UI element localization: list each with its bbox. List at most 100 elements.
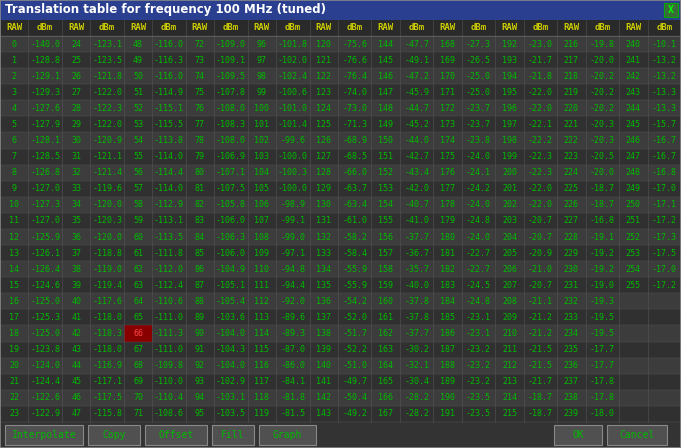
- Text: 204: 204: [502, 233, 517, 241]
- Text: 70: 70: [133, 393, 143, 402]
- Bar: [0, 52, 681, 68]
- Text: 69: 69: [133, 377, 143, 386]
- Text: OK: OK: [572, 430, 584, 440]
- Text: 26: 26: [71, 72, 81, 81]
- Text: 198: 198: [502, 136, 517, 145]
- Text: -116.9: -116.9: [92, 361, 122, 370]
- Text: -105.4: -105.4: [216, 297, 246, 306]
- Text: 54: 54: [133, 136, 143, 145]
- Text: -111.3: -111.3: [154, 329, 184, 338]
- Text: 207: 207: [502, 281, 517, 290]
- Bar: [0, 406, 681, 422]
- Text: 115: 115: [254, 345, 270, 354]
- Text: -103.1: -103.1: [216, 393, 246, 402]
- Text: -24.0: -24.0: [466, 152, 491, 161]
- Text: 241: 241: [626, 56, 641, 65]
- Text: 226: 226: [564, 200, 579, 209]
- Text: -25.0: -25.0: [466, 72, 491, 81]
- Text: -119.6: -119.6: [92, 184, 122, 193]
- Text: -108.6: -108.6: [154, 409, 184, 418]
- Text: -115.8: -115.8: [92, 409, 122, 418]
- Text: dBm: dBm: [285, 23, 301, 33]
- Text: 89: 89: [195, 313, 205, 322]
- Text: -103.6: -103.6: [216, 313, 246, 322]
- Text: -110.6: -110.6: [154, 297, 184, 306]
- Text: 9: 9: [12, 184, 17, 193]
- Text: -124.0: -124.0: [30, 361, 60, 370]
- Text: -24.8: -24.8: [466, 297, 491, 306]
- Text: -117.1: -117.1: [92, 377, 122, 386]
- Text: -101.0: -101.0: [278, 104, 308, 113]
- Text: 35: 35: [71, 216, 81, 225]
- Text: 72: 72: [195, 39, 205, 48]
- Text: -106.0: -106.0: [216, 216, 246, 225]
- Text: -105.1: -105.1: [216, 281, 246, 290]
- Text: -10.1: -10.1: [652, 39, 677, 48]
- Text: -49.7: -49.7: [343, 377, 367, 386]
- Text: -19.5: -19.5: [590, 313, 615, 322]
- Text: -71.3: -71.3: [343, 120, 367, 129]
- Text: -106.0: -106.0: [216, 249, 246, 258]
- Text: 50: 50: [133, 72, 143, 81]
- Text: 60: 60: [133, 233, 143, 241]
- Text: -106.3: -106.3: [216, 233, 246, 241]
- Text: -49.1: -49.1: [404, 56, 429, 65]
- Text: -36.7: -36.7: [404, 249, 429, 258]
- Text: -24.0: -24.0: [466, 233, 491, 241]
- Text: 243: 243: [626, 88, 641, 97]
- Text: -30.2: -30.2: [404, 345, 429, 354]
- Text: 150: 150: [378, 136, 393, 145]
- Text: 191: 191: [440, 409, 455, 418]
- Text: -17.7: -17.7: [590, 345, 615, 354]
- Text: 59: 59: [133, 216, 143, 225]
- Text: -37.8: -37.8: [404, 297, 429, 306]
- Bar: [0, 68, 681, 84]
- Text: 47: 47: [71, 409, 81, 418]
- Text: -107.5: -107.5: [216, 184, 246, 193]
- Text: 103: 103: [254, 152, 270, 161]
- Text: Fill: Fill: [221, 430, 244, 440]
- Text: 195: 195: [502, 88, 517, 97]
- Text: 164: 164: [378, 361, 393, 370]
- Text: 105: 105: [254, 184, 270, 193]
- Text: -104.0: -104.0: [216, 329, 246, 338]
- Text: -66.0: -66.0: [343, 168, 367, 177]
- Bar: [0, 229, 681, 245]
- Text: -41.0: -41.0: [404, 216, 429, 225]
- Text: -120.0: -120.0: [92, 233, 122, 241]
- Text: 0: 0: [12, 39, 17, 48]
- Text: 93: 93: [195, 377, 205, 386]
- Text: -16.7: -16.7: [652, 136, 677, 145]
- Text: 13: 13: [10, 249, 19, 258]
- Text: 193: 193: [502, 56, 517, 65]
- Text: 209: 209: [502, 313, 517, 322]
- Text: 90: 90: [195, 329, 205, 338]
- Text: -124.4: -124.4: [30, 377, 60, 386]
- Text: 74: 74: [195, 72, 205, 81]
- Text: 108: 108: [254, 233, 270, 241]
- Text: -101.4: -101.4: [278, 120, 308, 129]
- Text: -127.0: -127.0: [30, 216, 60, 225]
- Text: RAW: RAW: [316, 23, 332, 33]
- Text: 101: 101: [254, 120, 270, 129]
- Text: -21.2: -21.2: [528, 313, 553, 322]
- Text: 185: 185: [440, 313, 455, 322]
- Text: 236: 236: [564, 361, 579, 370]
- Text: -18.7: -18.7: [590, 184, 615, 193]
- Text: Translation table for frequency 100 MHz (tuned): Translation table for frequency 100 MHz …: [5, 4, 326, 17]
- Text: -22.3: -22.3: [528, 152, 553, 161]
- Text: 85: 85: [195, 249, 205, 258]
- Text: 21: 21: [10, 377, 19, 386]
- Text: -109.1: -109.1: [216, 56, 246, 65]
- Text: -125.3: -125.3: [30, 313, 60, 322]
- Text: 1: 1: [12, 56, 17, 65]
- Text: 178: 178: [440, 200, 455, 209]
- Text: -18.7: -18.7: [528, 393, 553, 402]
- Text: 141: 141: [316, 377, 331, 386]
- Text: -127.3: -127.3: [30, 200, 60, 209]
- Text: -20.3: -20.3: [590, 136, 615, 145]
- Text: -100.6: -100.6: [278, 88, 308, 97]
- Text: -22.7: -22.7: [466, 249, 491, 258]
- Text: 206: 206: [502, 265, 517, 274]
- Text: 254: 254: [626, 265, 641, 274]
